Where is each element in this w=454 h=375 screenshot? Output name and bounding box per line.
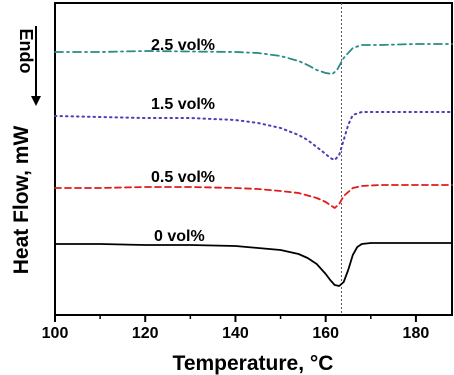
series-label-1: 1.5 vol% xyxy=(151,96,215,113)
series-label-3: 0 vol% xyxy=(154,228,205,245)
series-layer xyxy=(54,43,453,287)
x-tick-label-3: 160 xyxy=(312,325,339,342)
x-tick-label-2: 140 xyxy=(222,325,249,342)
x-tick-label-1: 120 xyxy=(132,325,159,342)
endo-label: Endo xyxy=(16,29,36,74)
series-line-0 xyxy=(54,43,453,75)
x-tick-label-0: 100 xyxy=(42,325,69,342)
series-label-layer: 2.5 vol% 1.5 vol% 0.5 vol% 0 vol% xyxy=(151,37,215,245)
series-line-1 xyxy=(54,111,453,161)
series-line-3 xyxy=(54,242,453,287)
x-tick-label-4: 180 xyxy=(403,325,430,342)
series-label-2: 0.5 vol% xyxy=(151,169,215,186)
plot-frame xyxy=(54,2,453,316)
endo-indicator: Endo xyxy=(16,26,41,106)
y-axis-title: Heat Flow, mW xyxy=(10,126,33,275)
series-label-0: 2.5 vol% xyxy=(151,37,215,54)
x-axis: 100 120 140 160 180 xyxy=(42,315,430,342)
series-line-2 xyxy=(54,184,453,209)
endo-arrow-head xyxy=(31,96,41,106)
x-axis-title: Temperature, °C xyxy=(173,352,334,375)
